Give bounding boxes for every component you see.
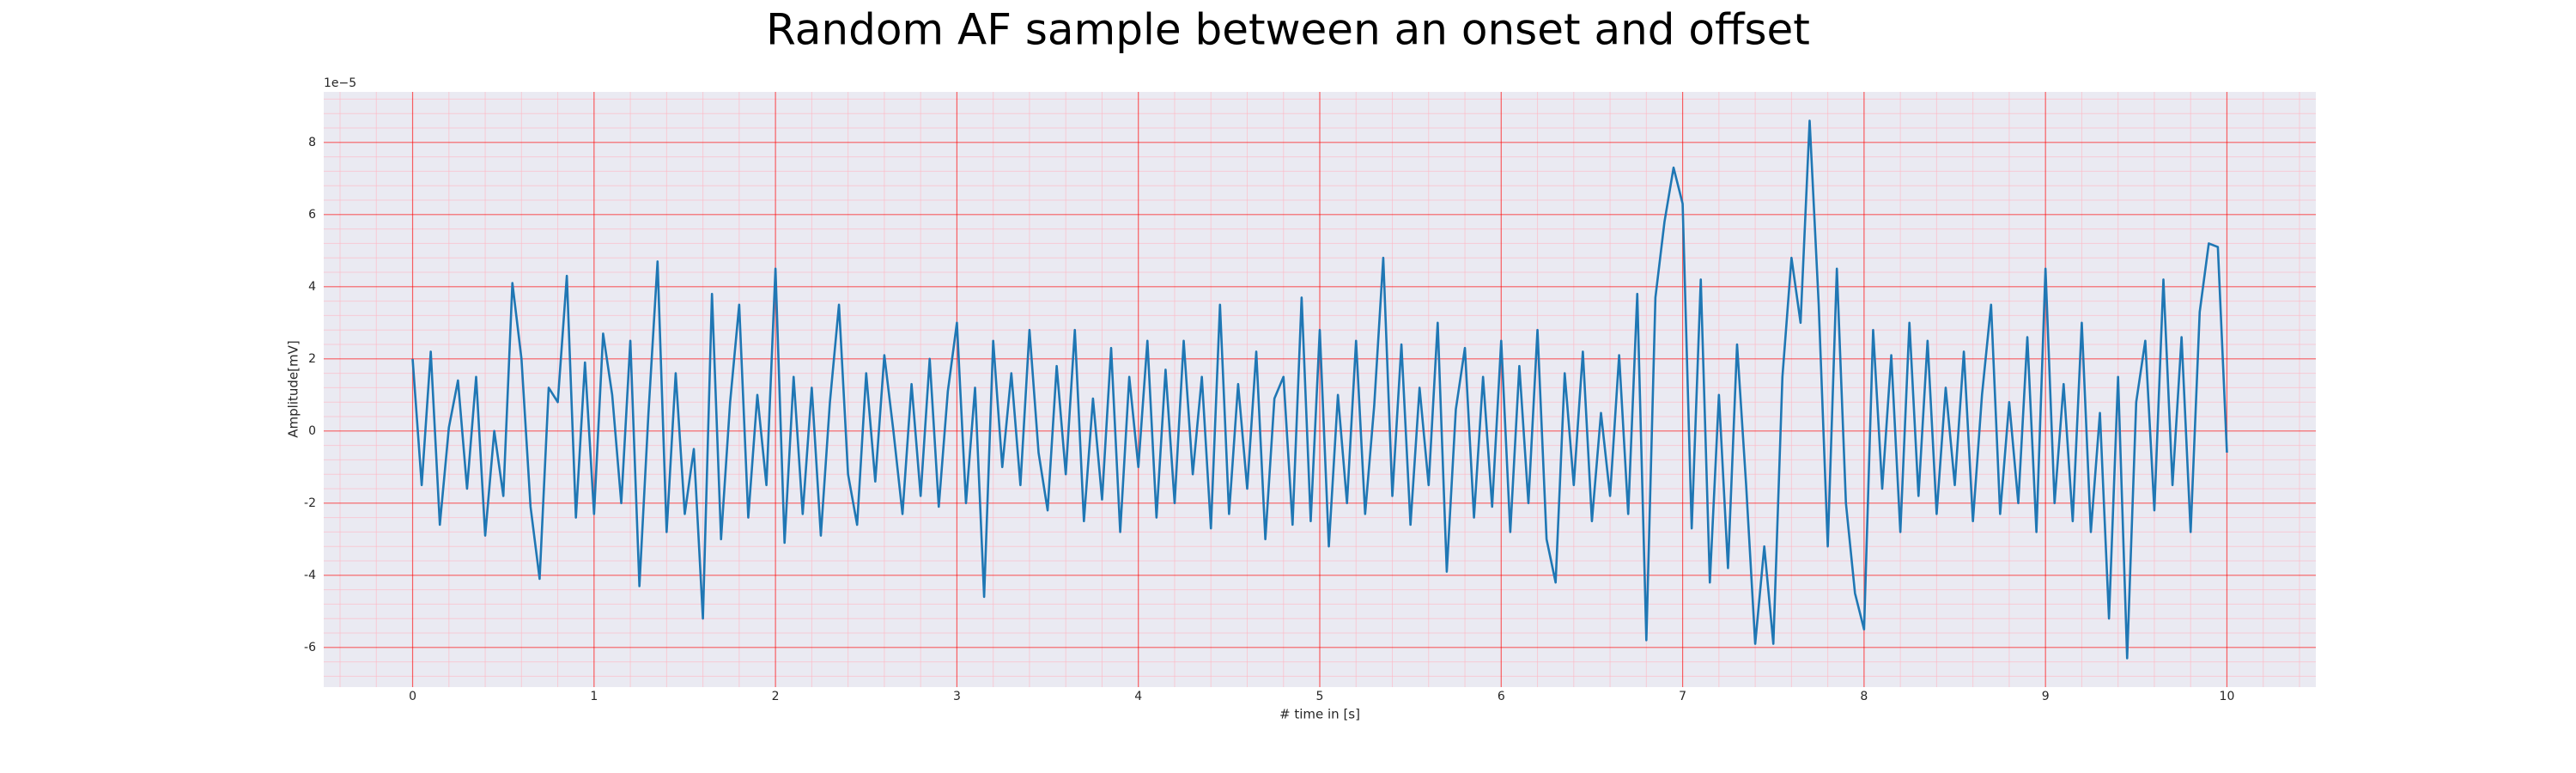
y-offset-label: 1e−5 bbox=[324, 76, 356, 90]
y-tick-label: 6 bbox=[308, 208, 316, 222]
y-tick-label: 2 bbox=[308, 352, 316, 366]
x-tick-label: 2 bbox=[772, 690, 780, 703]
x-tick-label: 1 bbox=[590, 690, 598, 703]
chart-title: Random AF sample between an onset and of… bbox=[766, 5, 1810, 55]
x-axis-label: # time in [s] bbox=[1279, 707, 1360, 722]
x-tick-label: 10 bbox=[2220, 690, 2235, 703]
x-tick-label: 0 bbox=[409, 690, 416, 703]
x-tick-label: 9 bbox=[2042, 690, 2050, 703]
signal-line bbox=[411, 119, 2228, 660]
y-tick-label: -4 bbox=[304, 569, 316, 582]
x-tick-label: 5 bbox=[1316, 690, 1324, 703]
x-tick-label: 7 bbox=[1679, 690, 1686, 703]
x-tick-label: 6 bbox=[1498, 690, 1505, 703]
y-tick-label: -2 bbox=[304, 496, 316, 510]
x-tick-label: 4 bbox=[1134, 690, 1142, 703]
y-axis-label: Amplitude[mV] bbox=[286, 340, 301, 437]
y-tick-label: 4 bbox=[308, 280, 316, 294]
y-tick-label: -6 bbox=[304, 641, 316, 654]
y-tick-label: 0 bbox=[308, 424, 316, 438]
plot-area bbox=[411, 119, 2228, 660]
x-tick-label: 8 bbox=[1860, 690, 1868, 703]
y-tick-label: 8 bbox=[308, 136, 316, 149]
x-tick-label: 3 bbox=[953, 690, 961, 703]
